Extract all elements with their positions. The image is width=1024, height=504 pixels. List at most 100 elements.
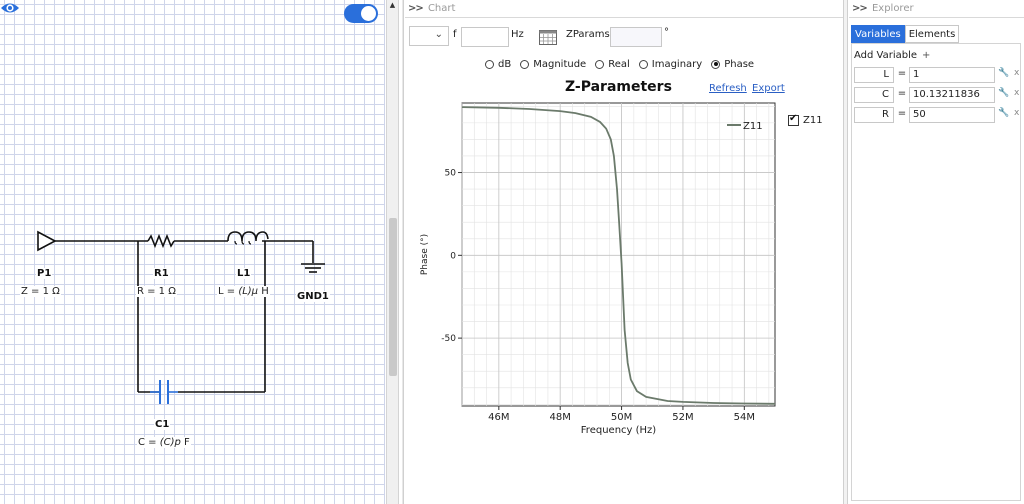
expand-chevrons-icon[interactable]: >> <box>852 3 868 14</box>
variable-value-field[interactable]: 1 <box>909 67 995 83</box>
delete-variable-button[interactable]: x <box>1014 88 1020 98</box>
schematic-wires <box>37 230 325 404</box>
component-param-r1[interactable]: R = 1 Ω <box>136 286 177 297</box>
delete-variable-button[interactable]: x <box>1014 68 1020 78</box>
add-variable-button[interactable]: Add Variable + <box>854 50 930 61</box>
series-toggle-z11[interactable]: Z11 <box>788 113 823 126</box>
radio-dot <box>520 59 530 69</box>
sweep-dropdown[interactable]: ⌄ <box>409 26 449 46</box>
explorer-panel-header[interactable]: >> Explorer <box>849 0 1024 18</box>
radio-phase[interactable]: Phase <box>711 59 754 70</box>
ground-symbol[interactable] <box>301 263 325 273</box>
series-toggle-label: Z11 <box>803 115 823 126</box>
eye-icon[interactable] <box>0 0 20 16</box>
explorer-panel-title: Explorer <box>871 3 914 14</box>
param-prefix: L = <box>218 286 239 297</box>
variable-name-field[interactable]: C <box>854 87 894 103</box>
scrollbar-thumb[interactable] <box>389 218 397 376</box>
tab-variables[interactable]: Variables <box>851 25 905 43</box>
component-name-p1[interactable]: P1 <box>36 268 53 279</box>
x-tick-label: 50M <box>611 412 632 423</box>
component-param-p1[interactable]: Z = 1 Ω <box>20 286 61 297</box>
phase-chart[interactable]: 46M 48M 50M 52M 54M 50 0 -50 Z11 Frequency (Hz… <box>405 95 785 440</box>
chart-panel-header[interactable]: >> Chart <box>405 0 843 18</box>
param-prefix: C = <box>138 437 160 448</box>
tab-elements[interactable]: Elements <box>904 25 960 43</box>
delete-variable-button[interactable]: x <box>1014 108 1020 118</box>
variables-list: Add Variable + L = 1 🔧 x C = 10.13211836 … <box>851 43 1021 501</box>
toggle-switch[interactable] <box>344 4 378 23</box>
series-line-z11[interactable] <box>461 106 776 405</box>
params-input[interactable] <box>610 27 662 47</box>
angle-unit: ° <box>664 27 669 38</box>
component-name-c1[interactable]: C1 <box>154 419 171 430</box>
x-tick-label: 46M <box>488 412 509 423</box>
param-variable: (C)p <box>159 437 181 448</box>
component-name-l1[interactable]: L1 <box>236 268 252 279</box>
variable-row: R = 50 🔧 x <box>854 107 1020 123</box>
export-link[interactable]: Export <box>752 83 785 94</box>
legend-label-z11: Z11 <box>743 121 763 132</box>
freq-unit: Hz <box>511 29 524 40</box>
plus-icon[interactable]: + <box>922 50 931 61</box>
radio-dot <box>711 59 721 69</box>
wrench-icon[interactable]: 🔧 <box>998 108 1010 118</box>
wrench-icon[interactable]: 🔧 <box>998 68 1010 78</box>
schematic-canvas[interactable]: P1 Z = 1 Ω R1 R = 1 Ω L1 L = (L)μ H GND1… <box>0 0 385 504</box>
radio-imaginary[interactable]: Imaginary <box>638 58 703 70</box>
radio-db[interactable]: dB <box>485 59 511 70</box>
variable-row: L = 1 🔧 x <box>854 67 1020 83</box>
variable-value-field[interactable]: 50 <box>909 107 995 123</box>
variable-name-field[interactable]: R <box>854 107 894 123</box>
chart-toolbar: ⌄ f Hz ZParams ° <box>405 22 843 50</box>
x-axis-ticks: 46M 48M 50M 52M 54M <box>488 406 755 423</box>
variable-value-field[interactable]: 10.13211836 <box>909 87 995 103</box>
inductor-symbol[interactable] <box>227 231 269 245</box>
radio-label: dB <box>498 58 512 70</box>
radio-dot <box>595 59 605 69</box>
plot-area <box>461 102 776 407</box>
chart-panel-title: Chart <box>427 3 456 14</box>
panel-splitter[interactable] <box>402 0 404 504</box>
capacitor-symbol[interactable] <box>150 380 178 404</box>
plot-mode-radios: dB Magnitude Real Imaginary Phase <box>485 57 754 71</box>
equals-sign: = <box>897 88 907 99</box>
y-axis-label: Phase (°) <box>420 234 430 275</box>
param-prefix: Z = 1 <box>21 286 53 297</box>
component-name-gnd1[interactable]: GND1 <box>296 291 330 302</box>
param-prefix: R = 1 <box>137 286 169 297</box>
radio-label: Imaginary <box>651 58 703 70</box>
calendar-grid-icon[interactable] <box>539 28 557 45</box>
equals-sign: = <box>897 108 907 119</box>
chart-title: Z-Parameters <box>565 79 672 95</box>
toggle-knob <box>361 6 376 21</box>
component-name-r1[interactable]: R1 <box>153 268 170 279</box>
refresh-link[interactable]: Refresh <box>709 83 747 94</box>
checkbox-checked-icon[interactable] <box>788 113 799 126</box>
equals-sign: = <box>897 68 907 79</box>
variable-row: C = 10.13211836 🔧 x <box>854 87 1020 103</box>
radio-real[interactable]: Real <box>595 59 630 70</box>
expand-chevrons-icon[interactable]: >> <box>408 3 424 14</box>
param-variable: (L)μ <box>238 286 259 297</box>
explorer-tabs: Variables Elements <box>851 25 960 43</box>
variable-name-field[interactable]: L <box>854 67 894 83</box>
wrench-icon[interactable]: 🔧 <box>998 88 1010 98</box>
component-param-l1[interactable]: L = (L)μ H <box>217 286 270 297</box>
y-axis-ticks: 50 0 -50 <box>441 169 462 344</box>
chart-legend: Z11 <box>727 121 763 132</box>
y-tick-label: -50 <box>441 334 456 344</box>
y-tick-label: 50 <box>445 169 457 179</box>
freq-input[interactable] <box>461 27 509 47</box>
freq-label: f <box>453 29 457 40</box>
panel-splitter-right[interactable] <box>843 0 848 504</box>
radio-magnitude[interactable]: Magnitude <box>520 59 586 70</box>
scroll-up-arrow-icon[interactable]: ▲ <box>389 1 396 9</box>
radio-label: Real <box>608 58 630 70</box>
resistor-symbol[interactable] <box>147 233 175 249</box>
y-tick-label: 0 <box>450 251 456 261</box>
canvas-scrollbar[interactable]: ▲ <box>386 0 399 504</box>
port-symbol[interactable] <box>37 230 57 252</box>
component-param-c1[interactable]: C = (C)p F <box>137 437 191 448</box>
radio-label: Phase <box>724 58 755 70</box>
